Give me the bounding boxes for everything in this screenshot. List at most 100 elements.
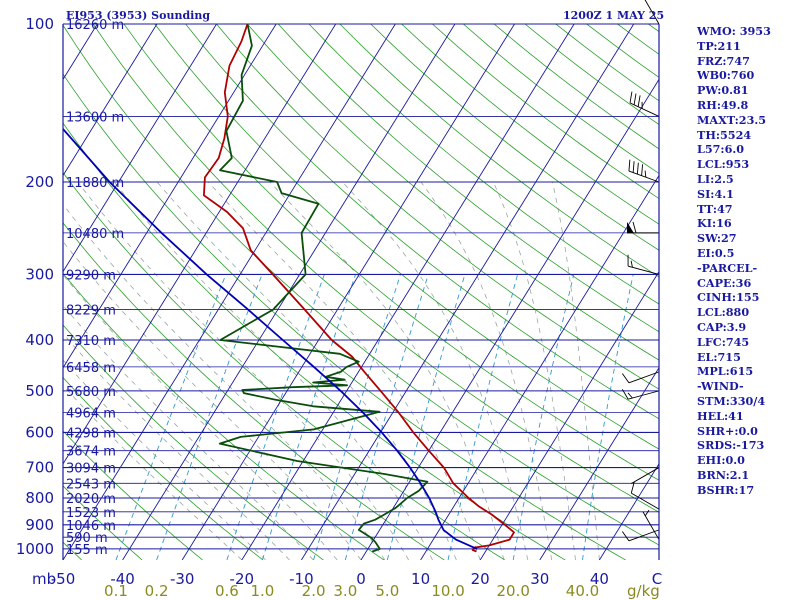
wind-barb (621, 529, 660, 542)
wind-barb (631, 467, 660, 484)
stat-item: TT:47 (697, 201, 733, 216)
wind-barb-feather (621, 531, 630, 542)
wind-barb-feather (636, 162, 639, 175)
stat-item: EHI:0.0 (697, 453, 745, 468)
mixing-ratio-tick-label: 40.0 (566, 582, 599, 600)
height-label: 3674 m (66, 445, 116, 460)
moist-adiabat-line (113, 181, 433, 560)
dry-adiabat-line (154, 24, 659, 450)
moist-adiabat-line (63, 359, 266, 560)
isotherm-line (360, 78, 659, 560)
height-label: 2543 m (66, 477, 116, 492)
temperature-tick-label: 40 (590, 570, 609, 588)
dry-adiabat-line (308, 24, 659, 305)
dry-adiabat-line (63, 430, 203, 560)
dry-adiabat-line (63, 24, 659, 546)
isotherm-line (181, 24, 515, 560)
stat-item: EI:0.5 (697, 245, 735, 260)
temperature-tick-label: -40 (110, 570, 135, 588)
height-label: 4298 m (66, 426, 116, 441)
mixing-ratio-line (313, 274, 401, 560)
moist-adiabat-line (77, 181, 410, 560)
stat-item: PW:0.81 (697, 83, 749, 98)
stat-item: WMO: 3953 (697, 24, 771, 38)
mixing-ratio-line (582, 274, 634, 560)
mixing-ratio-tick-label: 3.0 (333, 582, 357, 600)
mixing-ratio-tick-label: 2.0 (302, 582, 326, 600)
mixing-ratio-tick-label: 1.0 (250, 582, 274, 600)
wind-barb-pennant (627, 221, 634, 233)
dry-adiabat-line (92, 24, 659, 513)
dry-adiabat-line (370, 24, 659, 251)
stat-item: BSHR:17 (697, 482, 755, 497)
stat-item: -PARCEL- (697, 260, 758, 275)
wind-barb (629, 91, 660, 117)
stat-item: -WIND- (697, 379, 744, 394)
wind-barb-feather (630, 481, 635, 494)
wind-barb (621, 371, 660, 384)
moist-adiabat-line (63, 274, 338, 560)
wind-barb-staff (631, 492, 660, 510)
height-label: 16260 m (66, 18, 124, 33)
stat-item: MAXT:23.5 (697, 112, 767, 127)
dry-adiabat-line (63, 376, 264, 560)
wind-barb-half-feather (630, 260, 633, 268)
stat-item: LCL:953 (697, 157, 750, 172)
wind-barb (630, 481, 660, 510)
isotherm-line (479, 270, 659, 560)
height-label: 11880 m (66, 176, 124, 191)
temperature-tick-label: 30 (530, 570, 549, 588)
dry-adiabat-line (185, 24, 659, 420)
temperature-tick-label: 10 (411, 570, 430, 588)
stat-item: CINH:155 (697, 290, 760, 305)
wind-barb-feather (632, 221, 637, 233)
stat-item: SRDS:-173 (697, 438, 765, 453)
dry-adiabat-line (63, 122, 566, 560)
isotherm-line (63, 24, 158, 177)
wind-barb (644, 0, 660, 25)
isotherm-line (599, 463, 659, 560)
wind-barb-half-feather (644, 509, 650, 517)
pressure-tick-label: 700 (25, 459, 54, 477)
pressure-tick-label: 300 (25, 265, 54, 283)
isotherm-line (63, 24, 337, 465)
pressure-tick-label: 800 (25, 489, 54, 507)
wind-barb-staff (631, 467, 660, 484)
height-label: 1046 m (66, 519, 116, 534)
stat-item: LI:2.5 (697, 171, 734, 186)
wind-barb-half-feather (627, 392, 633, 399)
temperature-tick-label: -20 (230, 570, 255, 588)
temperature-tick-label: C (652, 570, 662, 588)
moist-adiabat-line (156, 181, 457, 560)
stat-item: BRN:2.1 (697, 467, 750, 482)
temperature-tick-label: -50 (51, 570, 76, 588)
height-label: 4964 m (66, 407, 116, 422)
pressure-tick-label: 600 (25, 423, 54, 441)
mixing-ratio-line (115, 274, 227, 560)
moist-adiabat-line (492, 181, 576, 560)
dry-adiabat-line (63, 73, 626, 560)
pressure-tick-label: 200 (25, 173, 54, 191)
mixing-ratio-line (344, 274, 429, 560)
wind-barb (627, 221, 659, 234)
wind-barb-staff (628, 170, 660, 183)
moist-adiabat-line (552, 181, 600, 560)
moist-adiabat-line (208, 181, 481, 560)
mixing-ratio-line (226, 274, 325, 560)
wind-barb-feather (628, 159, 631, 172)
pressure-tick-label: 500 (25, 382, 54, 400)
dry-adiabat-line (216, 24, 659, 390)
wind-barb-staff (644, 0, 660, 25)
wind-barb-staff (628, 529, 660, 542)
stats-panel: WMO: 3953 TP:211 FRZ:747 WB0:760 PW:0.81 RH:4… (697, 24, 771, 498)
wind-barb-feather (633, 93, 637, 105)
isotherm-line (63, 24, 277, 369)
wind-barb-half-feather (644, 170, 647, 178)
mixing-ratio-tick-label: 0.6 (215, 582, 239, 600)
mixing-ratio-tick-label: 0.1 (104, 582, 128, 600)
height-label: 5680 m (66, 385, 116, 400)
height-label: 9290 m (66, 268, 116, 283)
dry-adiabat-line (339, 24, 659, 278)
mixing-ratio-tick-label: 10.0 (431, 582, 464, 600)
mixing-ratio-line (261, 274, 357, 560)
